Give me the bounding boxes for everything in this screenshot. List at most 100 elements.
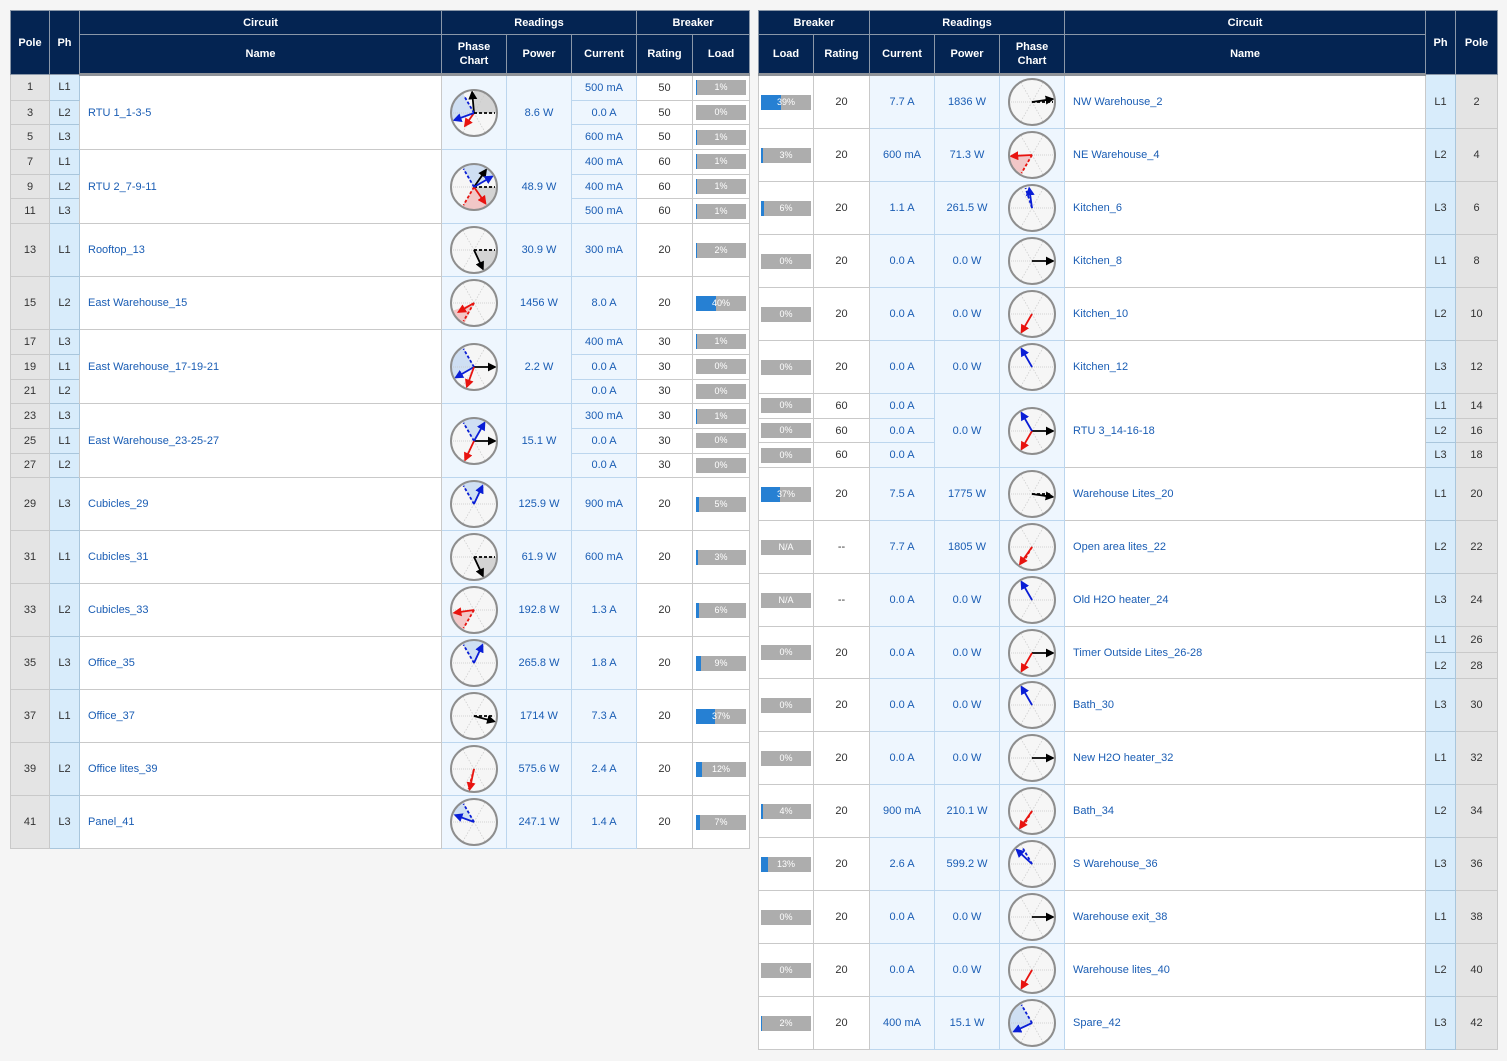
pole-cell: 23 — [10, 403, 50, 429]
rating-cell: 20 — [812, 784, 871, 839]
circuit-name-link[interactable]: Bath_34 — [1073, 805, 1115, 818]
phase-chart-dial-icon[interactable] — [1000, 680, 1064, 730]
col-header-rating[interactable]: Rating — [636, 34, 694, 76]
phase-chart-dial-icon[interactable] — [1000, 469, 1064, 519]
col-header-load[interactable]: Load — [692, 34, 751, 76]
phase-chart-dial-icon[interactable] — [1000, 786, 1064, 836]
circuit-name-link[interactable]: Cubicles_29 — [88, 498, 149, 511]
circuit-name-link[interactable]: RTU 1_1-3-5 — [88, 106, 152, 119]
col-header-name[interactable]: Name — [79, 34, 442, 76]
col-header-ph[interactable]: Ph — [1425, 10, 1457, 75]
circuit-name-link[interactable]: RTU 2_7-9-11 — [88, 180, 157, 193]
phase-chart-dial-icon[interactable] — [1000, 839, 1064, 889]
phase-chart-dial-icon[interactable] — [1000, 183, 1064, 233]
circuit-name-link[interactable]: Bath_30 — [1073, 699, 1115, 712]
circuit-row: 0% 20 0.0 A 0.0 W Warehouse lites_40 L2 40 — [758, 943, 1499, 998]
col-header-load[interactable]: Load — [758, 34, 814, 76]
phase-chart-dial-icon[interactable] — [442, 585, 506, 635]
circuit-name-link[interactable]: East Warehouse_15 — [88, 297, 188, 310]
circuit-name-link[interactable]: NW Warehouse_2 — [1073, 96, 1163, 108]
circuit-name-link[interactable]: Office_37 — [88, 710, 135, 723]
load-label: 0% — [779, 964, 793, 975]
col-header-pole[interactable]: Pole — [1455, 10, 1499, 75]
phase-chart-cell — [441, 742, 507, 797]
phase-chart-dial-icon[interactable] — [1000, 406, 1064, 456]
phase-chart-dial-icon[interactable] — [442, 162, 506, 212]
current-cell: 600 mA — [570, 530, 638, 585]
col-header-power[interactable]: Power — [934, 34, 1001, 76]
phase-chart-dial-icon[interactable] — [442, 532, 506, 582]
phase-chart-dial-icon[interactable] — [442, 342, 506, 392]
col-header-current[interactable]: Current — [869, 34, 936, 76]
col-header-power[interactable]: Power — [506, 34, 572, 76]
phase-chart-dial-icon[interactable] — [442, 416, 506, 466]
phase-chart-cell — [441, 477, 507, 532]
phase-chart-dial-icon[interactable] — [1000, 733, 1064, 783]
circuit-name-link[interactable]: Kitchen_12 — [1073, 361, 1129, 373]
circuit-name-link[interactable]: Office lites_39 — [88, 763, 158, 776]
col-header-ph[interactable]: Ph — [49, 10, 80, 75]
phase-chart-dial-icon[interactable] — [442, 638, 506, 688]
rating-cell: 20 — [812, 340, 871, 394]
circuit-name-link[interactable]: Spare_42 — [1073, 1017, 1121, 1030]
left-panel-table: Pole Ph Circuit Readings Breaker Name Ph… — [10, 10, 751, 850]
phase-chart-dial-icon[interactable] — [442, 278, 506, 328]
phase-chart-dial-icon[interactable] — [442, 797, 506, 847]
circuit-name-link[interactable]: East Warehouse_17-19-21 — [88, 360, 220, 373]
phase-chart-cell — [441, 583, 507, 638]
phase-chart-dial-icon[interactable] — [1000, 130, 1064, 180]
circuit-name-link[interactable]: Open area lites_22 — [1073, 541, 1166, 554]
circuit-name-link[interactable]: NE Warehouse_4 — [1073, 149, 1160, 161]
circuit-name-link[interactable]: Cubicles_33 — [88, 604, 149, 617]
circuit-name-link[interactable]: Warehouse lites_40 — [1073, 964, 1170, 977]
col-header-pole[interactable]: Pole — [10, 10, 50, 75]
col-header-phase-chart[interactable]: Phase Chart — [999, 34, 1066, 76]
phase-chart-dial-icon[interactable] — [1000, 998, 1064, 1048]
col-header-phase-chart[interactable]: Phase Chart — [441, 34, 507, 76]
circuit-name-link[interactable]: New H2O heater_32 — [1073, 752, 1174, 765]
phase-chart-dial-icon[interactable] — [442, 691, 506, 741]
circuit-name-link[interactable]: S Warehouse_36 — [1073, 858, 1158, 871]
circuit-name-link[interactable]: Timer Outside Lites_26-28 — [1073, 646, 1203, 659]
circuit-name-link[interactable]: Kitchen_10 — [1073, 308, 1129, 320]
circuit-name-link[interactable]: Cubicles_31 — [88, 551, 149, 564]
col-header-rating[interactable]: Rating — [812, 34, 871, 76]
col-header-name[interactable]: Name — [1064, 34, 1427, 76]
phase-chart-dial-icon[interactable] — [1000, 289, 1064, 339]
circuit-name-link[interactable]: East Warehouse_23-25-27 — [88, 434, 220, 447]
load-cell: 0% — [692, 427, 751, 454]
circuit-name-link[interactable]: RTU 3_14-16-18 — [1073, 424, 1155, 437]
phase-chart-dial-icon[interactable] — [1000, 77, 1064, 127]
circuit-name-link[interactable]: Warehouse exit_38 — [1073, 911, 1168, 924]
current-cell: 0.0 A — [869, 678, 936, 733]
pole-cell: 4 — [1455, 128, 1499, 182]
load-bar: 0% — [761, 423, 811, 439]
phase-chart-dial-icon[interactable] — [442, 225, 506, 275]
phase-chart-dial-icon[interactable] — [1000, 628, 1064, 678]
circuit-name-link[interactable]: Kitchen_8 — [1073, 255, 1122, 267]
phase-chart-dial-icon[interactable] — [1000, 236, 1064, 286]
phase-chart-dial-icon[interactable] — [1000, 892, 1064, 942]
col-header-current[interactable]: Current — [570, 34, 638, 76]
phase-chart-dial-icon[interactable] — [1000, 945, 1064, 995]
phase-chart-dial-icon[interactable] — [442, 88, 506, 138]
phase-cell: L3 — [1425, 573, 1457, 628]
phase-cell: L3 — [1425, 340, 1457, 394]
phase-chart-dial-icon[interactable] — [442, 479, 506, 529]
circuit-name-link[interactable]: Old H2O heater_24 — [1073, 594, 1169, 607]
phase-chart-dial-icon[interactable] — [442, 744, 506, 794]
phase-chart-dial-icon[interactable] — [1000, 575, 1064, 625]
circuit-name-link[interactable]: Rooftop_13 — [88, 244, 145, 257]
current-cell: 600 mA — [570, 124, 638, 151]
circuit-name-link[interactable]: Warehouse Lites_20 — [1073, 488, 1174, 501]
phase-chart-dial-icon[interactable] — [1000, 522, 1064, 572]
current-cell: 400 mA — [869, 996, 936, 1051]
circuit-name-link[interactable]: Panel_41 — [88, 816, 135, 829]
phase-chart-cell — [999, 890, 1066, 945]
phase-cell: L3 — [49, 636, 80, 691]
circuit-row: 25 L1 0.0 A 30 0% — [10, 427, 751, 454]
phase-chart-dial-icon[interactable] — [1000, 342, 1064, 392]
circuit-name-link[interactable]: Office_35 — [88, 657, 135, 670]
circuit-name-link[interactable]: Kitchen_6 — [1073, 202, 1122, 214]
group-header-breaker: Breaker — [757, 10, 871, 35]
